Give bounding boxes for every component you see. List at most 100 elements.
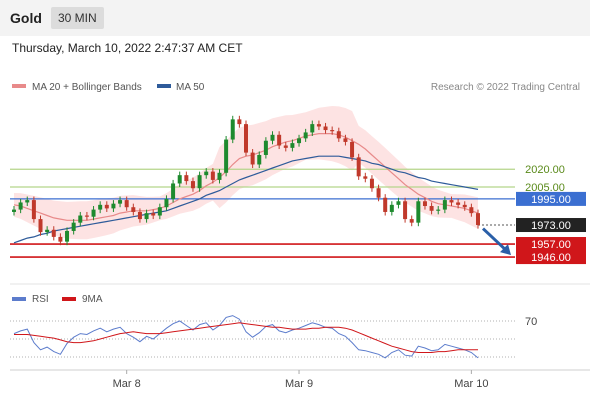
candle-body [476, 213, 480, 226]
candle-body [51, 229, 56, 237]
candle-body [98, 204, 103, 210]
support-label: 1957.00 [531, 239, 571, 251]
candle-body [270, 134, 275, 141]
legend-ma50-label: MA 50 [176, 82, 205, 93]
candles [12, 115, 480, 246]
candle-body [31, 200, 36, 220]
copyright-text: Research © 2022 Trading Central [431, 82, 580, 93]
candle-body [343, 138, 348, 142]
candle-body [230, 119, 235, 140]
candle-body [58, 236, 63, 242]
x-axis: Mar 8 Mar 9 Mar 10 [113, 370, 488, 390]
candle-body [91, 209, 96, 217]
candle-body [290, 143, 295, 148]
support-tag [516, 250, 586, 265]
candle-body [190, 181, 195, 189]
candle-body [316, 124, 321, 127]
chart-datetime: Thursday, March 10, 2022 2:47:37 AM CET [12, 41, 243, 55]
support-label: 1946.00 [531, 252, 571, 264]
pivot-tag [516, 191, 586, 206]
candle-body [224, 139, 229, 173]
legend-swatch-rsi [12, 297, 26, 301]
candle-body [111, 203, 116, 209]
candle-body [363, 176, 368, 179]
candle-body [330, 130, 335, 132]
candle-body [25, 200, 30, 203]
candle-body [197, 175, 202, 189]
candle-body [71, 222, 76, 231]
candle-body [204, 171, 209, 176]
candle-body [442, 200, 447, 210]
projection-arrow-icon [481, 227, 511, 256]
symbol-title: Gold [10, 10, 42, 26]
candle-body [84, 215, 89, 217]
candle-body [137, 211, 142, 220]
candle-body [403, 201, 408, 220]
candle-body [456, 202, 461, 205]
price-levels [10, 168, 515, 258]
candle-body [336, 131, 341, 139]
candle-body [210, 171, 215, 180]
candle-body [38, 219, 43, 233]
candle-body [45, 229, 50, 233]
candle-body [164, 198, 169, 208]
candle-body [118, 200, 123, 204]
candle-body [217, 172, 222, 180]
candle-body [422, 201, 427, 207]
candle-body [104, 204, 109, 209]
support-tag [516, 237, 586, 252]
candle-body [297, 138, 302, 144]
candle-body [65, 230, 70, 242]
candle-body [171, 183, 176, 199]
arrow-head [500, 244, 511, 256]
candle-body [389, 204, 394, 212]
pivot-label: 1995.00 [531, 194, 571, 206]
last-price-tag [516, 218, 586, 233]
timeframe-button[interactable]: 30 MIN [51, 7, 104, 29]
legend-swatch-ma20 [12, 84, 26, 88]
x-tick-label: Mar 9 [285, 378, 313, 390]
candle-body [151, 213, 156, 216]
ma50-line [13, 155, 479, 244]
candle-body [131, 207, 136, 212]
candle-body [157, 207, 162, 216]
moving-averages [13, 133, 479, 244]
candle-body [237, 119, 242, 125]
candle-body [18, 202, 23, 210]
rsi-line [13, 315, 479, 359]
legend-rsi-label: RSI [32, 294, 49, 305]
x-tick-label: Mar 8 [113, 378, 141, 390]
candle-body [462, 204, 467, 208]
candle-body [356, 157, 361, 177]
legend-9ma-label: 9MA [82, 294, 103, 305]
candle-body [323, 126, 328, 131]
candle-body [396, 201, 401, 205]
candle-body [469, 207, 474, 214]
candle-body [250, 152, 255, 165]
candle-body [78, 215, 83, 223]
legend-swatch-9ma [62, 297, 76, 301]
legend-swatch-ma50 [157, 84, 171, 88]
candle-body [449, 200, 454, 203]
candle-body [124, 200, 129, 208]
rsi-ma9-line [14, 322, 478, 353]
rsi-tick-label: 70 [525, 316, 537, 328]
candle-body [303, 132, 308, 139]
candle-body [144, 213, 149, 220]
candle-body [416, 201, 421, 223]
candle-body [436, 209, 441, 211]
bollinger-band-area [14, 106, 478, 240]
candle-body [369, 178, 374, 189]
candle-body [12, 209, 16, 212]
rsi-panel: 70 [10, 315, 537, 359]
resistance-label: 2020.00 [525, 164, 565, 176]
ma20-line [13, 133, 479, 221]
candle-body [244, 124, 248, 153]
candle-body [350, 141, 355, 158]
candle-body [383, 197, 388, 212]
candle-body [263, 140, 268, 155]
x-tick-label: Mar 10 [454, 378, 488, 390]
candle-body [429, 206, 434, 211]
